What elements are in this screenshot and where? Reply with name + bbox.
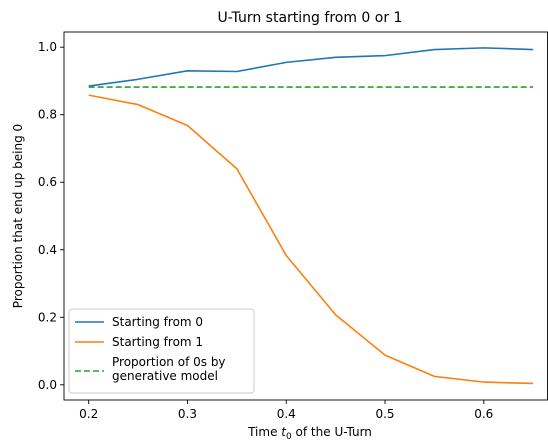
series-line-1 [88, 47, 534, 87]
x-tick-label: 0.4 [277, 407, 296, 421]
chart-title: U-Turn starting from 0 or 1 [218, 10, 403, 26]
y-tick-label: 0.2 [38, 310, 57, 324]
y-tick-label: 0.0 [38, 378, 57, 392]
y-tick-label: 0.8 [38, 108, 57, 122]
legend-label-1: Starting from 0 [112, 315, 203, 329]
x-tick-label: 0.5 [375, 407, 394, 421]
legend-label-2: Starting from 1 [112, 335, 203, 349]
y-tick-label: 1.0 [38, 40, 57, 54]
y-axis-label: Proportion that end up being 0 [11, 124, 25, 308]
x-tick-label: 0.3 [178, 407, 197, 421]
y-tick-label: 0.4 [38, 243, 57, 257]
legend: Starting from 0 Starting from 1 Proportion… [68, 308, 255, 394]
x-tick-label: 0.6 [474, 407, 493, 421]
legend-label-3: Proportion of 0s by generative model [112, 355, 226, 383]
x-axis-label: Time t0 of the U-Turn [247, 425, 372, 442]
plot-area: 0.2 0.3 0.4 0.5 0.6 0.0 0.2 0.4 0.6 0.8 1.0 [38, 31, 548, 421]
x-tick-label: 0.2 [79, 407, 98, 421]
series-line-2 [88, 94, 534, 385]
legend-box [68, 308, 255, 394]
y-tick-label: 0.6 [38, 175, 57, 189]
